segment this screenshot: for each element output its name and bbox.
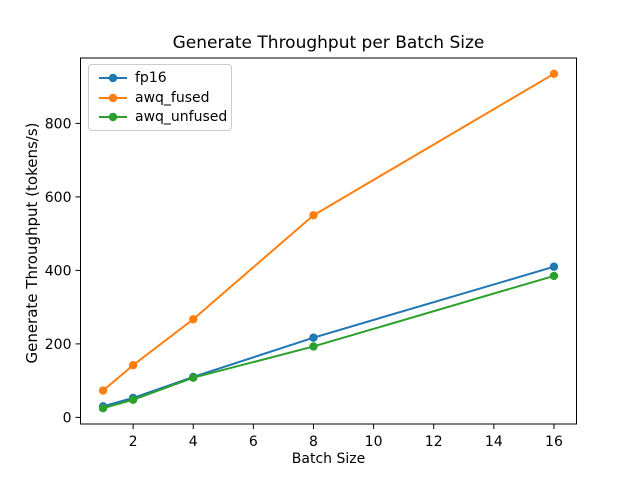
legend-item-fp16: fp16 xyxy=(98,68,222,88)
series-marker-awq_unfused-x4 xyxy=(189,373,198,382)
x-tick-label-12: 12 xyxy=(425,434,443,450)
legend-label-fp16: fp16 xyxy=(135,69,167,86)
y-tick-label-200: 200 xyxy=(45,337,72,353)
x-tick-label-10: 10 xyxy=(365,434,383,450)
series-marker-awq_fused-x16 xyxy=(549,69,559,79)
legend-line-marker-swatch-awq-fused xyxy=(98,92,128,104)
legend-line-marker-swatch-fp16 xyxy=(98,72,128,84)
legend-line-marker-swatch-awq-unfused xyxy=(98,111,128,123)
axes: 2 4 6 8 10 12 14 16 0 200 400 600 800 xyxy=(45,57,577,450)
x-tick-label-4: 4 xyxy=(189,434,198,450)
y-axis-label: Generate Throughput (tokens/s) xyxy=(23,122,41,363)
series-marker-awq_unfused-x16 xyxy=(549,271,559,281)
series-line-awq_unfused xyxy=(102,274,555,410)
y-tick-label-800: 800 xyxy=(45,116,72,132)
y-tick-label-600: 600 xyxy=(45,190,72,206)
series-marker-awq_unfused-x8 xyxy=(309,342,318,351)
series-marker-awq_unfused-x2 xyxy=(128,395,138,404)
legend: fp16 awq_fused awq_unfused xyxy=(88,64,232,131)
plot-border xyxy=(80,57,577,425)
chart-title: Generate Throughput per Batch Size xyxy=(173,33,485,53)
series-marker-awq_fused-x4 xyxy=(189,315,198,324)
legend-item-awq-fused: awq_fused xyxy=(98,88,222,108)
series-marker-awq_unfused-x1 xyxy=(98,403,108,413)
x-tick-label-16: 16 xyxy=(545,434,563,450)
series-marker-awq_fused-x1 xyxy=(98,386,108,395)
y-tick-label-0: 0 xyxy=(63,410,72,426)
x-tick-label-8: 8 xyxy=(309,434,318,450)
y-tick-label-400: 400 xyxy=(45,263,72,279)
x-axis-label: Batch Size xyxy=(292,451,365,467)
x-tick-label-6: 6 xyxy=(249,434,258,450)
legend-label-awq-unfused: awq_unfused xyxy=(135,109,228,126)
series-marker-fp16-x8 xyxy=(309,333,318,342)
legend-item-awq-unfused: awq_unfused xyxy=(98,107,227,127)
x-tick-label-14: 14 xyxy=(485,434,503,450)
series-marker-fp16-x16 xyxy=(549,262,559,271)
legend-label-awq-fused: awq_fused xyxy=(135,89,210,106)
series-lines xyxy=(98,69,559,413)
series-marker-awq_fused-x2 xyxy=(128,361,138,370)
x-tick-label-2: 2 xyxy=(129,434,138,450)
series-marker-awq_fused-x8 xyxy=(309,211,318,220)
